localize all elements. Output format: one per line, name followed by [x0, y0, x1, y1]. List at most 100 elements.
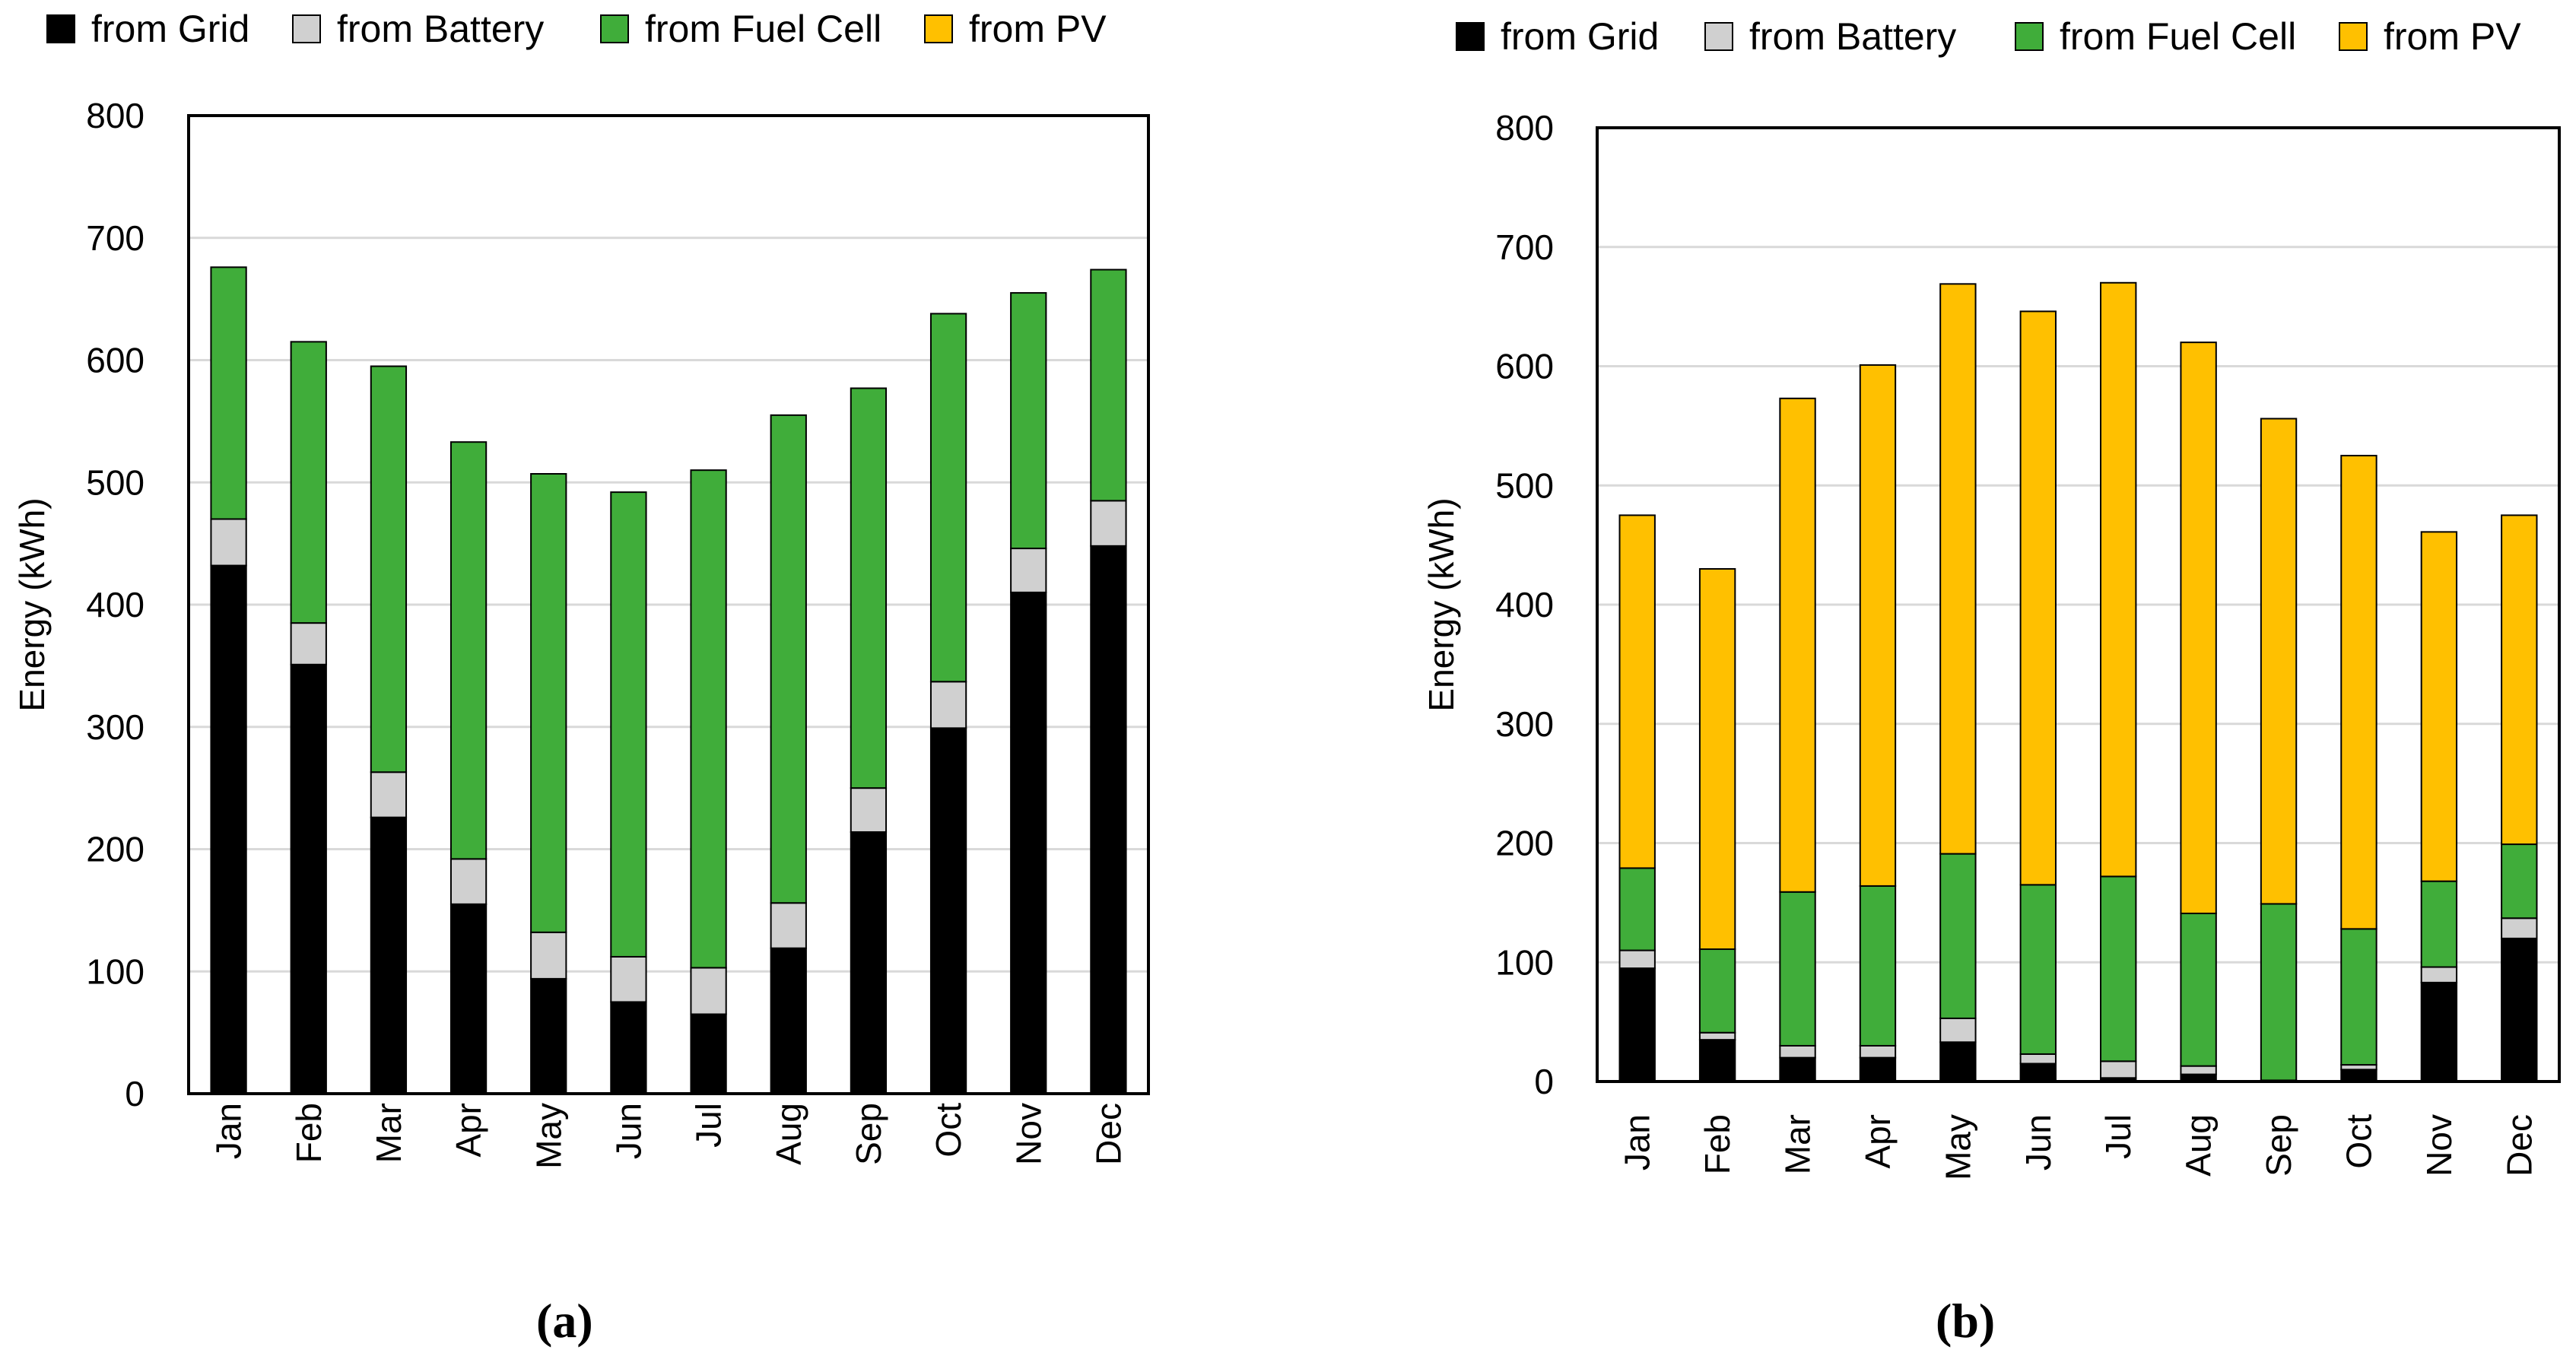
bar-from-fuel-cell-jul [2100, 875, 2137, 1062]
bar-from-fuel-cell-nov [1010, 292, 1047, 550]
bar-from-grid-mar [1779, 1056, 1816, 1083]
bar-from-grid-may [530, 977, 567, 1095]
bar-from-grid-nov [2420, 981, 2458, 1082]
legend-swatch-from-fuel-cell [600, 14, 629, 43]
bar-from-battery-jan [1618, 949, 1656, 970]
plot-area-frame [1596, 126, 2561, 1083]
bar-from-pv-sep [2260, 418, 2298, 905]
bar-from-battery-apr [449, 858, 488, 905]
bar-from-battery-oct [929, 681, 967, 729]
y-tick-label: 700 [1495, 227, 1554, 267]
bar-from-battery-jun [610, 955, 647, 1003]
bar-from-pv-apr [1859, 364, 1897, 887]
legend-swatch-from-fuel-cell [2015, 22, 2044, 51]
bar-from-pv-may [1939, 283, 1977, 855]
y-tick-label: 400 [1495, 585, 1554, 624]
legend-swatch-from-grid [46, 14, 75, 43]
bar-from-fuel-cell-jul [690, 469, 727, 969]
bar-from-battery-dec [2501, 917, 2538, 939]
y-tick-label: 700 [86, 218, 145, 258]
y-tick-label: 200 [86, 830, 145, 869]
bar-from-grid-feb [1698, 1039, 1736, 1082]
bar-from-fuel-cell-oct [929, 313, 967, 683]
x-tick-label: May [529, 1103, 568, 1169]
legend-label-from-fuel-cell: from Fuel Cell [2060, 15, 2296, 58]
y-tick-label: 800 [86, 96, 145, 135]
bar-from-battery-aug [2180, 1065, 2217, 1075]
y-tick-label: 600 [86, 341, 145, 380]
chart-panel-a: 0 100 200 300 400 500 600 700 800 Jan Feb Mar Apr May… [12, 8, 1150, 1169]
bar-from-fuel-cell-oct [2340, 928, 2377, 1066]
legend-swatch-from-battery [1704, 22, 1733, 51]
panel-a-label: (a) [536, 1294, 593, 1348]
x-tick-label: Oct [2339, 1114, 2378, 1169]
legend-label-from-grid: from Grid [91, 8, 249, 50]
bar-from-battery-nov [1010, 548, 1047, 593]
bar-from-fuel-cell-feb [290, 341, 327, 624]
y-tick-label: 100 [1495, 942, 1554, 982]
bar-from-battery-jan [210, 518, 247, 567]
x-tick-label: Jun [2019, 1114, 2058, 1170]
legend-label-from-pv: from PV [2384, 15, 2521, 58]
legend-label-from-battery: from Battery [1749, 15, 1956, 58]
x-tick-label: Apr [449, 1103, 488, 1158]
bar-from-battery-mar [370, 771, 408, 818]
bar-from-fuel-cell-nov [2420, 880, 2458, 968]
bar-from-battery-aug [770, 902, 807, 949]
bar-from-fuel-cell-jan [210, 266, 247, 520]
bar-from-fuel-cell-may [1939, 853, 1977, 1019]
bar-from-grid-jan [1618, 967, 1656, 1083]
bar-from-battery-nov [2420, 966, 2458, 983]
panel-b-label: (b) [1936, 1294, 1996, 1348]
legend-swatch-from-pv [924, 14, 953, 43]
bar-from-grid-feb [290, 663, 327, 1094]
y-tick-label: 300 [1495, 704, 1554, 744]
x-tick-label: Sep [849, 1103, 888, 1165]
bar-from-grid-nov [1010, 591, 1047, 1094]
bar-from-pv-oct [2340, 455, 2377, 930]
bar-from-fuel-cell-dec [1090, 268, 1127, 502]
bar-from-fuel-cell-apr [1859, 885, 1897, 1047]
bar-from-pv-feb [1698, 567, 1736, 951]
bar-from-fuel-cell-jun [610, 491, 647, 958]
bar-from-grid-oct [2340, 1069, 2377, 1082]
bar-from-battery-dec [1090, 500, 1127, 547]
legend-label-from-grid: from Grid [1501, 15, 1659, 58]
y-tick-label: 500 [1495, 465, 1554, 505]
bar-from-fuel-cell-feb [1698, 948, 1736, 1034]
bar-from-fuel-cell-aug [2180, 912, 2217, 1067]
bar-from-grid-dec [2501, 937, 2538, 1083]
bar-from-battery-feb [1698, 1031, 1736, 1041]
x-tick-label: Feb [1698, 1114, 1737, 1174]
bar-from-grid-jul [690, 1013, 727, 1094]
y-tick-label: 400 [86, 585, 145, 624]
bar-from-fuel-cell-sep [2260, 903, 2298, 1082]
x-tick-label: Nov [2419, 1114, 2459, 1177]
bar-from-battery-apr [1859, 1044, 1897, 1059]
y-tick-label: 0 [125, 1074, 145, 1113]
bar-from-fuel-cell-apr [449, 441, 488, 860]
legend-label-from-pv: from PV [969, 8, 1107, 50]
bar-from-battery-may [1939, 1017, 1977, 1043]
x-tick-label: Sep [2259, 1114, 2298, 1177]
bar-from-pv-jan [1618, 514, 1656, 869]
bar-from-grid-jan [210, 564, 247, 1094]
bar-from-fuel-cell-jan [1618, 867, 1656, 951]
bar-from-grid-may [1939, 1041, 1977, 1082]
y-tick-label: 0 [1534, 1062, 1554, 1101]
bar-from-pv-jun [2019, 310, 2057, 886]
x-tick-label: Aug [2179, 1114, 2219, 1177]
y-tick-label: 100 [86, 951, 145, 991]
x-tick-label: Feb [289, 1103, 329, 1163]
legend-swatch-from-battery [292, 14, 321, 43]
x-tick-label: Jan [1618, 1114, 1657, 1170]
bar-from-battery-sep [850, 787, 888, 833]
bar-from-fuel-cell-dec [2501, 843, 2538, 920]
bar-from-fuel-cell-jun [2019, 884, 2057, 1055]
x-tick-label: Nov [1008, 1103, 1048, 1165]
bar-from-fuel-cell-may [530, 472, 567, 933]
bar-from-fuel-cell-sep [850, 387, 888, 789]
bar-from-grid-aug [2180, 1073, 2217, 1082]
legend-label-from-battery: from Battery [337, 8, 544, 50]
